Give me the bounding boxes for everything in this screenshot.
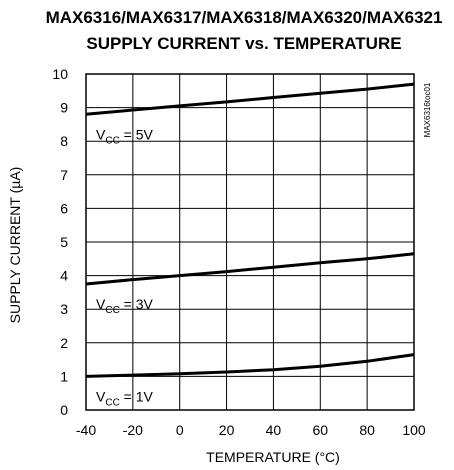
y-tick-label: 3 xyxy=(60,301,68,317)
x-tick-label: 20 xyxy=(219,422,235,438)
series-lines xyxy=(85,82,415,378)
x-axis-label: TEMPERATURE (°C) xyxy=(206,449,340,465)
y-tick-label: 5 xyxy=(60,234,68,250)
x-tick-label: -20 xyxy=(123,422,143,438)
y-tick-label: 6 xyxy=(60,200,68,216)
series-line xyxy=(85,353,415,378)
chart-title-line2: SUPPLY CURRENT vs. TEMPERATURE xyxy=(86,34,401,53)
y-tick-label: 10 xyxy=(52,66,68,82)
y-tick-label: 9 xyxy=(60,100,68,116)
y-tick-label: 7 xyxy=(60,167,68,183)
y-axis-label: SUPPLY CURRENT (µA) xyxy=(7,167,23,324)
grid-lines xyxy=(86,74,414,410)
x-tick-label: 0 xyxy=(176,422,184,438)
x-tick-label: 60 xyxy=(312,422,328,438)
series-label: VCC = 5V xyxy=(96,126,154,146)
tick-labels: -40 -20 0 20 40 60 80 100 0 1 2 3 4 5 6 7 8 9 10 xyxy=(52,66,425,438)
y-tick-label: 2 xyxy=(60,335,68,351)
y-tick-label: 1 xyxy=(60,368,68,384)
x-tick-label: 40 xyxy=(266,422,282,438)
x-tick-label: 80 xyxy=(359,422,375,438)
side-code-label: MAX6316toc01 xyxy=(423,82,432,137)
y-tick-label: 8 xyxy=(60,133,68,149)
plot-area-frame xyxy=(85,73,415,411)
chart-title-line1: MAX6316/MAX6317/MAX6318/MAX6320/MAX6321 xyxy=(46,8,443,27)
series-labels: VCC = 5V VCC = 3V VCC = 1V xyxy=(96,126,154,408)
y-tick-label: 0 xyxy=(60,402,68,418)
x-tick-label: 100 xyxy=(402,422,426,438)
y-tick-label: 4 xyxy=(60,268,68,284)
series-label: VCC = 3V xyxy=(96,296,154,316)
series-line xyxy=(85,252,415,286)
x-tick-label: -40 xyxy=(76,422,96,438)
series-line xyxy=(85,82,415,116)
series-label: VCC = 1V xyxy=(96,388,154,408)
